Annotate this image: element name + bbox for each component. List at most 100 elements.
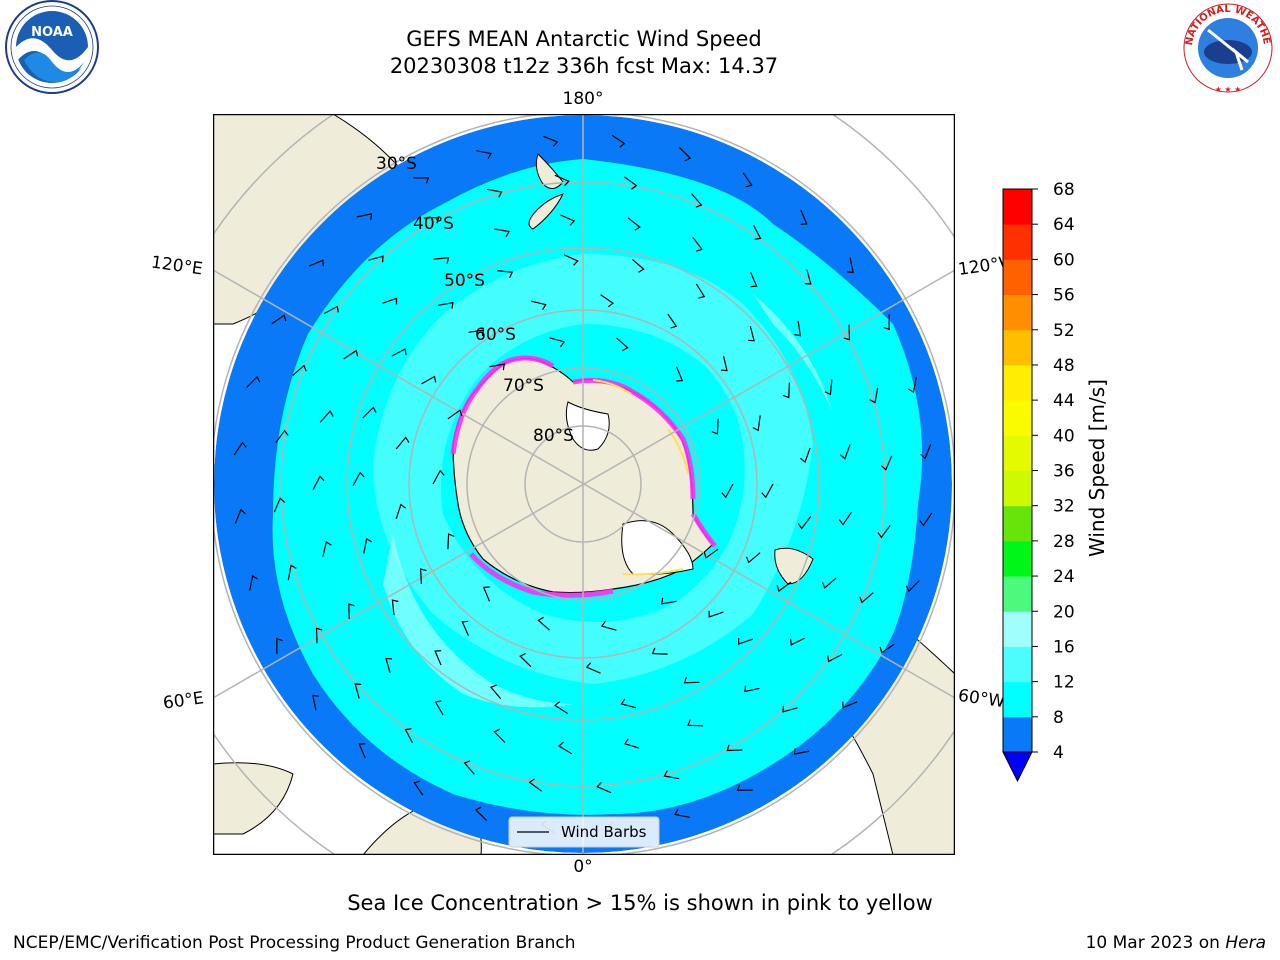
wind-barb (847, 257, 854, 274)
wind-barb (824, 379, 833, 396)
wind-barb (708, 610, 724, 618)
colorbar-segment (1003, 646, 1032, 683)
colorbar-segment (1003, 435, 1032, 471)
legend: Wind Barbs (508, 816, 660, 848)
wind-barb (600, 620, 617, 631)
wind-barb (391, 348, 407, 357)
wind-barb (312, 475, 325, 490)
colorbar-tick-label: 64 (1053, 215, 1075, 235)
wind-barb (315, 627, 323, 644)
wind-barb (742, 172, 753, 188)
lon-label-60e: 60°E (161, 688, 206, 714)
wind-barb (323, 305, 339, 315)
colorbar-segment (1003, 189, 1032, 225)
wind-barb (839, 444, 851, 460)
wind-barb (438, 301, 454, 309)
colorbar-segment (1003, 540, 1032, 577)
wind-barb (752, 224, 762, 240)
wind-barb (489, 363, 506, 371)
wind-barb (343, 349, 359, 360)
lon-label-120e: 120°E (149, 252, 204, 280)
wind-barb (447, 409, 463, 420)
wind-barb (560, 214, 576, 226)
lat-label-80s: 80°S (533, 426, 574, 446)
wind-band-16 (383, 294, 833, 708)
wind-barb (745, 552, 761, 564)
wind-barb (234, 508, 246, 524)
wind-barb (434, 700, 444, 716)
colorbar-segment (1003, 505, 1032, 542)
svg-text:NOAA: NOAA (31, 25, 73, 40)
wind-barb (919, 512, 933, 527)
sea-ice-core (592, 379, 689, 576)
wind-barb (358, 743, 366, 759)
wind-barb (782, 382, 790, 399)
colorbar-segment (1003, 470, 1032, 507)
wind-barb (585, 662, 601, 674)
wind-barb (463, 760, 475, 775)
wind-barb (691, 193, 703, 208)
gridlines (213, 114, 955, 855)
polar-map: 30°S 40°S 50°S 60°S 70°S 80°S Wind Barbs (213, 114, 955, 855)
wind-barb (627, 217, 641, 231)
wind-barb (363, 537, 373, 554)
colorbar-segment (1003, 576, 1032, 612)
wind-barb (554, 174, 570, 187)
wind-barb (421, 375, 437, 385)
colorbar-tick-label: 32 (1053, 497, 1075, 517)
wind-barb (319, 410, 334, 423)
wind-barb (490, 684, 502, 700)
wind-barb (233, 441, 247, 456)
wind-barb (273, 497, 286, 513)
wind-barb (726, 744, 743, 752)
wind-barb (433, 257, 450, 264)
colorbar-segment (1003, 611, 1032, 647)
footer-host: Hera (1225, 933, 1266, 953)
wind-barb (842, 701, 858, 709)
wind-barb (793, 748, 810, 755)
wind-barb (800, 209, 808, 225)
wind-barbs (233, 134, 933, 834)
wind-barb (354, 683, 362, 699)
colorbar-tick-label: 60 (1053, 250, 1075, 270)
wind-barb (611, 134, 626, 148)
wind-barb (246, 375, 261, 388)
wind-barb (537, 616, 550, 631)
wind-barb (356, 213, 373, 220)
wind-barb (249, 575, 258, 591)
wind-barb (432, 469, 445, 485)
wind-barb (752, 415, 761, 432)
lat-label-40s: 40°S (413, 214, 454, 234)
wind-barb (789, 637, 805, 646)
wind-barb (549, 337, 566, 348)
wind-barb (843, 324, 851, 341)
wind-barb (663, 770, 680, 780)
colorbar-tick-label: 48 (1053, 356, 1075, 376)
wind-barb (632, 258, 645, 273)
chart-subtitle: 20230308 t12z 336h fcst Max: 14.37 (389, 54, 779, 78)
wind-barb (468, 329, 485, 337)
wind-barb (385, 657, 393, 674)
wind-barb (308, 259, 324, 267)
wind-barb (877, 524, 891, 539)
wind-barb (413, 177, 430, 184)
colorbar-tick-label: 16 (1053, 637, 1075, 657)
wind-barb (352, 471, 365, 487)
wind-barb (804, 269, 812, 285)
wind-barb (869, 387, 879, 404)
chart-title: GEFS MEAN Antarctic Wind Speed (406, 27, 762, 51)
colorbar-tick-label: 68 (1053, 180, 1075, 200)
wind-barb (748, 326, 755, 342)
wind-barb (486, 188, 503, 198)
colorbar-tick-label: 40 (1053, 426, 1075, 446)
wind-barb (271, 314, 287, 325)
wind-barb (368, 255, 384, 263)
wind-barb (908, 377, 917, 393)
wind-barb (623, 176, 638, 190)
wind-barb (434, 650, 442, 666)
wind-barb (794, 320, 802, 337)
wind-barb (287, 564, 297, 581)
nws-logo: NATIONAL WEATHER SERVICE ★ ★ ★ (1178, 0, 1274, 94)
colorbar-tick-label: 44 (1053, 391, 1075, 411)
